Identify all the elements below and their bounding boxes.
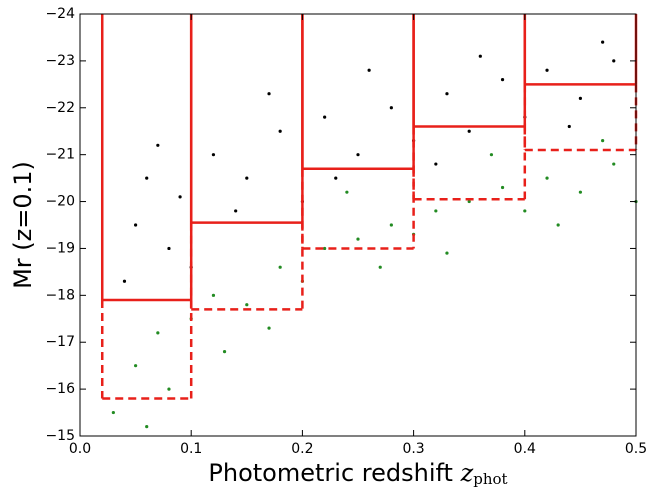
y-tick-label: −24 — [45, 6, 75, 22]
point — [334, 176, 338, 180]
point — [345, 190, 349, 194]
point — [601, 139, 605, 143]
y-tick-label: −22 — [45, 100, 75, 116]
point — [356, 237, 360, 241]
point — [389, 223, 393, 227]
point — [434, 162, 438, 166]
point — [323, 246, 327, 251]
point — [211, 293, 216, 297]
x-label-text: Photometric redshift — [208, 459, 453, 487]
point — [267, 92, 271, 96]
point — [489, 153, 494, 157]
x-tick-label: 0.2 — [291, 441, 313, 457]
point — [134, 364, 138, 368]
point — [523, 209, 527, 213]
y-tick-label: −20 — [45, 194, 75, 210]
y-tick-label: −18 — [45, 287, 75, 303]
point — [245, 303, 249, 307]
x-tick-label: 0.3 — [402, 441, 424, 457]
x-tick-label: 0.0 — [69, 441, 91, 457]
point — [578, 96, 583, 100]
point — [500, 78, 505, 82]
point — [545, 176, 549, 180]
point — [167, 246, 171, 251]
x-axis-label: Photometric redshift zphot — [208, 459, 507, 489]
point — [234, 209, 238, 213]
point — [267, 326, 271, 330]
point — [178, 195, 182, 199]
point — [434, 209, 438, 213]
point — [567, 124, 571, 129]
point — [278, 129, 282, 133]
x-label-symbol: z — [460, 459, 474, 487]
point — [612, 162, 616, 166]
point — [467, 199, 471, 204]
point — [145, 176, 149, 180]
point — [122, 279, 127, 283]
point — [500, 185, 505, 190]
point — [111, 410, 115, 415]
x-tick-label: 0.1 — [180, 441, 202, 457]
y-axis-label: Mr (z=0.1) — [9, 161, 37, 289]
point — [156, 331, 160, 335]
point — [245, 176, 249, 180]
point — [278, 265, 282, 269]
point — [167, 387, 171, 391]
point — [612, 59, 616, 63]
y-tick-label: −15 — [45, 428, 75, 444]
x-tick-label: 0.5 — [625, 441, 647, 457]
point — [467, 129, 471, 133]
point — [156, 143, 160, 147]
x-label-subscript: phot — [473, 470, 507, 488]
point — [222, 350, 227, 354]
point — [545, 68, 549, 72]
point — [445, 92, 449, 96]
point — [211, 153, 216, 157]
point — [478, 54, 482, 58]
point — [356, 153, 360, 157]
y-tick-label: −16 — [45, 381, 75, 397]
point — [323, 115, 327, 119]
point — [556, 223, 560, 227]
point — [601, 40, 605, 44]
point — [578, 190, 583, 194]
y-tick-label: −21 — [45, 147, 75, 163]
plot-frame — [79, 13, 637, 437]
point — [367, 68, 371, 72]
y-tick-label: −17 — [45, 334, 75, 350]
point — [389, 106, 393, 110]
point — [445, 251, 449, 255]
point — [378, 265, 382, 269]
x-tick-label: 0.4 — [514, 441, 536, 457]
point — [134, 223, 138, 227]
y-tick-label: −19 — [45, 240, 75, 256]
point — [145, 425, 149, 429]
y-tick-label: −23 — [45, 53, 75, 69]
